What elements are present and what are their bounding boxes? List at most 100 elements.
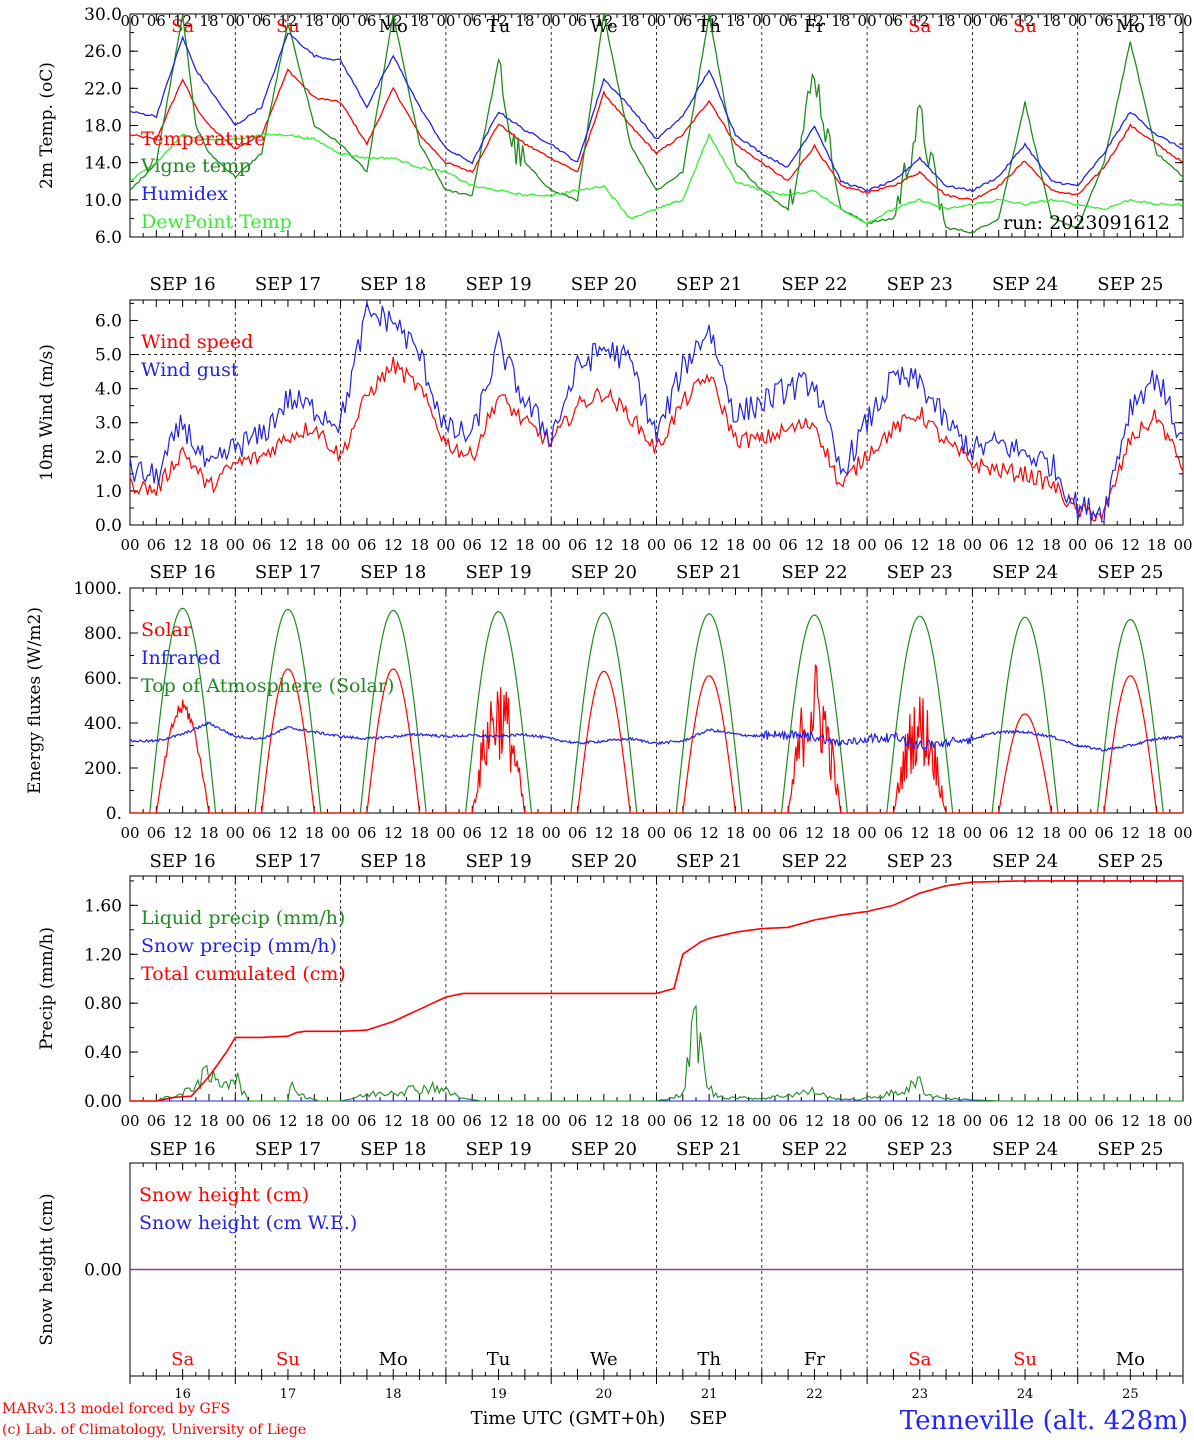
month-label: SEP	[689, 1408, 727, 1429]
x-axis-title: Time UTC (GMT+0h)	[471, 1408, 666, 1429]
day-name: Mo	[379, 16, 408, 37]
hour-label: 06	[884, 536, 903, 554]
panel-1: 6.0 10.0 14.0 18.0 22.0 26.0 30.0 2m Temp. (oC)…	[37, 5, 1193, 295]
date-label: SEP 19	[465, 851, 531, 872]
hour-label: 12	[173, 12, 192, 30]
hour-label: 18	[726, 12, 745, 30]
series-humidex	[130, 32, 1183, 193]
date-label: SEP 17	[255, 562, 321, 583]
hour-label: 06	[568, 1112, 587, 1130]
day-name: We	[590, 16, 618, 37]
hour-label: 18	[199, 536, 218, 554]
hour-label: 12	[805, 1112, 824, 1130]
hour-label: 12	[910, 824, 929, 842]
hour-label: 18	[726, 536, 745, 554]
legend-entry: Humidex	[141, 183, 228, 205]
date-label: SEP 22	[781, 274, 847, 295]
hour-label: 18	[410, 824, 429, 842]
run-annotation: run: 2023091612	[1003, 212, 1170, 234]
hour-label: 12	[910, 536, 929, 554]
date-label: SEP 23	[887, 274, 953, 295]
hour-label: 06	[463, 12, 482, 30]
hour-label: 12	[1121, 824, 1140, 842]
y-tick-label: 5.0	[95, 346, 122, 366]
location-title: Tenneville (alt. 428m)	[900, 1406, 1188, 1436]
date-label: SEP 21	[676, 274, 742, 295]
y-tick-label: 600.	[84, 669, 122, 689]
date-label: SEP 22	[781, 851, 847, 872]
hour-label: 18	[726, 1112, 745, 1130]
hour-label: 00	[963, 12, 982, 30]
hour-label: 12	[594, 12, 613, 30]
date-label: SEP 25	[1097, 274, 1163, 295]
day-name: Su	[1013, 16, 1037, 37]
hour-label: 12	[594, 1112, 613, 1130]
hour-label: 12	[1016, 12, 1035, 30]
hour-label: 06	[1094, 824, 1113, 842]
hour-label: 18	[515, 12, 534, 30]
hour-label: 00	[226, 536, 245, 554]
y-axis-label: 2m Temp. (oC)	[37, 62, 57, 189]
series-total-cumulated-cm-	[130, 880, 1183, 1102]
hour-label: 18	[1147, 1112, 1166, 1130]
y-tick-label: 1000.	[73, 579, 122, 599]
hour-label: 00	[542, 1112, 561, 1130]
hour-label: 00	[226, 12, 245, 30]
y-tick-label: 1.0	[95, 482, 122, 502]
y-tick-label: 200.	[84, 759, 122, 779]
hour-label: 18	[831, 536, 850, 554]
hour-label: 00	[858, 1112, 877, 1130]
day-number: 24	[1017, 1387, 1034, 1402]
hour-label: 06	[147, 824, 166, 842]
hour-label: 00	[1068, 1112, 1087, 1130]
hour-label: 00	[120, 1112, 139, 1130]
hour-label: 18	[199, 1112, 218, 1130]
hour-label: 00	[542, 824, 561, 842]
legend-entry: Temperature	[141, 128, 265, 150]
hour-label: 00	[963, 1112, 982, 1130]
hour-label: 00	[331, 824, 350, 842]
hour-label: 00	[331, 536, 350, 554]
hour-label: 18	[621, 824, 640, 842]
hour-label: 00	[436, 536, 455, 554]
day-name: Su	[1013, 1349, 1037, 1370]
hour-label: 06	[884, 1112, 903, 1130]
hour-label: 06	[989, 536, 1008, 554]
hour-label: 18	[621, 12, 640, 30]
series-group	[130, 607, 1183, 813]
y-tick-label: 1.20	[84, 945, 122, 965]
hour-label: 18	[937, 12, 956, 30]
day-number: 22	[806, 1387, 823, 1402]
hour-label: 12	[1016, 536, 1035, 554]
date-label: SEP 25	[1097, 851, 1163, 872]
date-label: SEP 19	[465, 274, 531, 295]
hour-label: 12	[700, 12, 719, 30]
hour-label: 00	[436, 12, 455, 30]
hour-label: 18	[937, 824, 956, 842]
y-tick-label: 3.0	[95, 414, 122, 434]
hour-label: 18	[515, 536, 534, 554]
date-label: SEP 21	[676, 851, 742, 872]
series-top-of-atmosphere-solar-	[130, 607, 1183, 813]
y-tick-label: 0.00	[84, 1092, 122, 1112]
hour-label: 06	[357, 12, 376, 30]
hour-label: 18	[305, 1112, 324, 1130]
hour-label: 00	[752, 1112, 771, 1130]
day-name: Fr	[804, 1349, 825, 1370]
day-number: 21	[701, 1387, 718, 1402]
series-solar	[130, 664, 1183, 813]
hour-label: 12	[1121, 536, 1140, 554]
hour-label: 00	[331, 12, 350, 30]
hour-label: 00	[1173, 12, 1192, 30]
date-label: SEP 21	[676, 1139, 742, 1160]
y-tick-label: 1.60	[84, 896, 122, 916]
day-number: 23	[911, 1387, 928, 1402]
y-tick-label: 22.0	[84, 79, 122, 99]
hour-label: 18	[1147, 824, 1166, 842]
hour-label: 18	[1042, 1112, 1061, 1130]
hour-label: 06	[252, 824, 271, 842]
y-axis-label: 10m Wind (m/s)	[37, 344, 57, 481]
date-label: SEP 18	[360, 1139, 426, 1160]
y-tick-label: 2.0	[95, 448, 122, 468]
